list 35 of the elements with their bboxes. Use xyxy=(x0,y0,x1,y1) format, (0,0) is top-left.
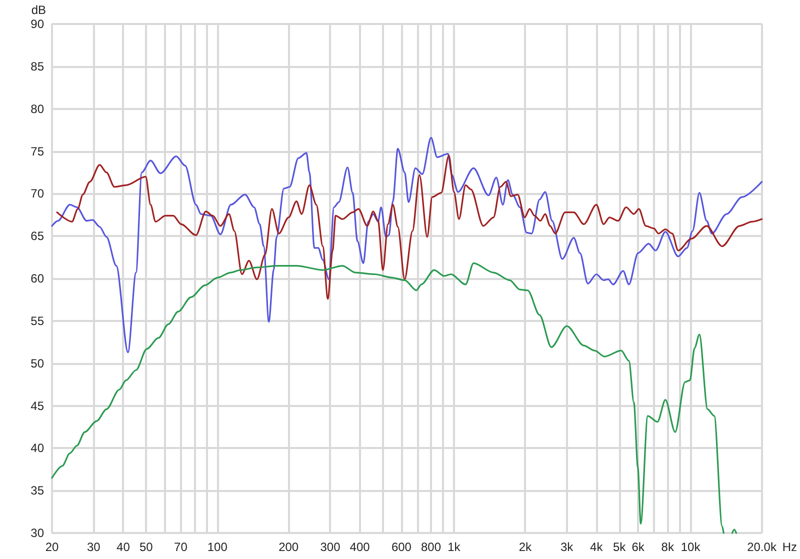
x-tick-label: 50 xyxy=(139,540,154,554)
x-tick-label: 20.0k xyxy=(747,540,778,554)
y-tick-label: 45 xyxy=(30,398,44,413)
y-tick-label: 70 xyxy=(30,186,44,201)
x-tick-label: 400 xyxy=(350,540,370,554)
x-tick-label: 3k xyxy=(560,540,574,554)
x-tick-label: 10k xyxy=(680,540,702,554)
y-tick-label: 50 xyxy=(30,356,44,370)
x-tick-label: 20 xyxy=(45,540,59,554)
x-tick-label: 40 xyxy=(116,540,130,554)
x-tick-label: 600 xyxy=(391,540,412,554)
y-tick-label: 30 xyxy=(30,526,44,540)
x-tick-label: 4k xyxy=(590,540,604,554)
y-tick-label: 90 xyxy=(30,17,44,31)
x-tick-label: 1k xyxy=(448,540,462,554)
y-tick-label: 80 xyxy=(30,102,44,116)
x-tick-label: 200 xyxy=(278,540,299,554)
x-tick-label: 70 xyxy=(174,540,188,554)
x-tick-label: 300 xyxy=(320,540,341,554)
x-tick-label: 5k xyxy=(612,540,627,554)
y-axis-title: dB xyxy=(31,3,46,17)
y-tick-label: 85 xyxy=(30,59,44,74)
y-tick-label: 55 xyxy=(30,314,44,328)
x-tick-label: 30 xyxy=(86,540,101,554)
x-tick-label: 2k xyxy=(518,540,532,554)
x-axis-title: Hz xyxy=(782,540,798,554)
x-tick-label: 6k xyxy=(632,540,646,554)
x-tick-label: 8k xyxy=(661,540,675,554)
x-tick-label: 100 xyxy=(207,540,228,554)
y-tick-label: 65 xyxy=(30,229,44,244)
x-tick-label: 800 xyxy=(421,540,442,554)
y-tick-label: 60 xyxy=(30,272,44,286)
y-tick-label: 40 xyxy=(30,441,44,456)
y-tick-label: 75 xyxy=(30,144,44,158)
y-tick-label: 35 xyxy=(30,484,44,498)
